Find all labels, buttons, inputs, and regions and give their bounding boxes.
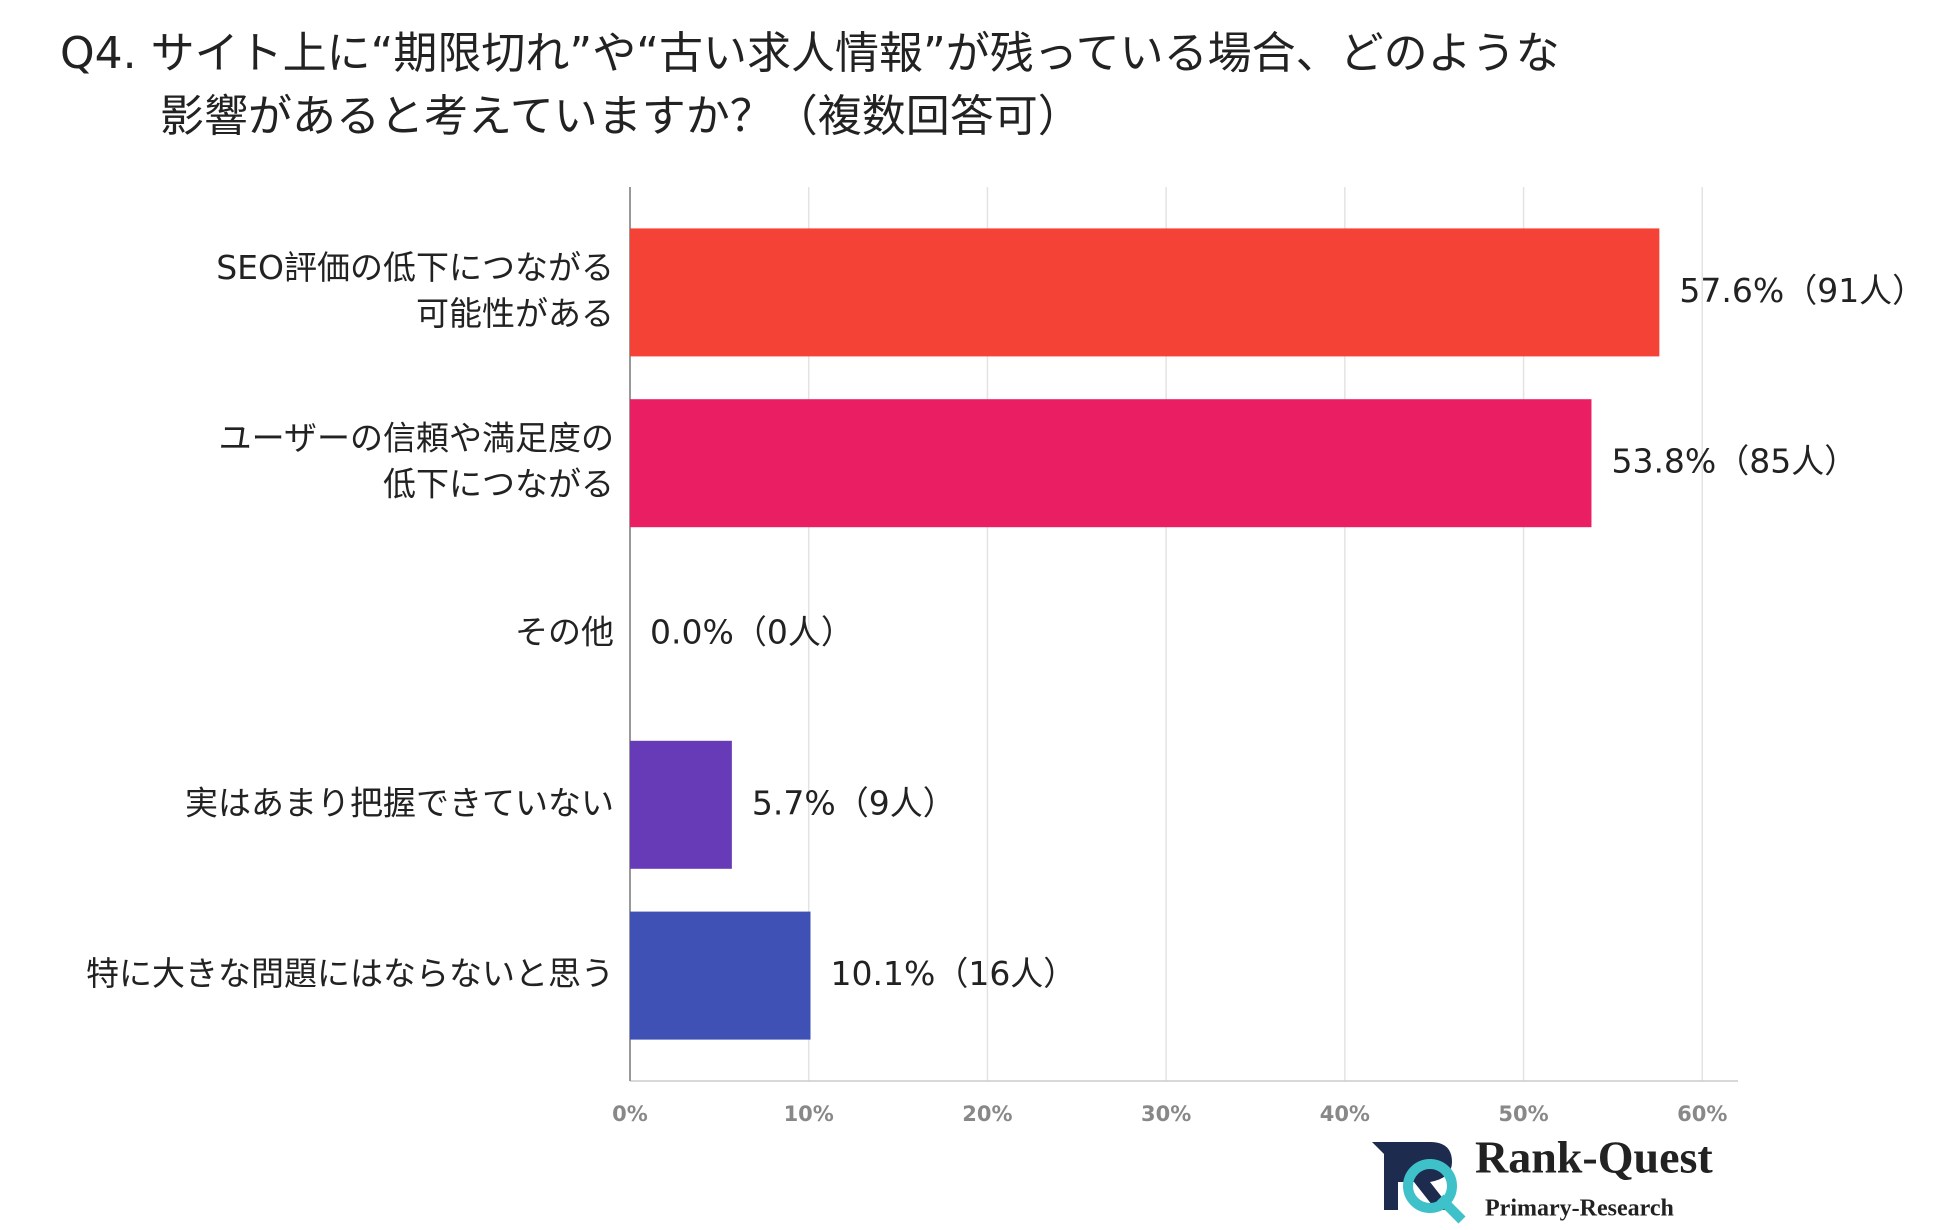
logo-tagline: Primary-Research bbox=[1485, 1196, 1674, 1222]
chart-title: 影響があると考えていますか？（複数回答可） bbox=[160, 91, 1082, 142]
bar bbox=[630, 740, 732, 869]
y-tick-label: 特に大きな問題にはならないと思う bbox=[86, 954, 614, 993]
x-tick-label: 10% bbox=[784, 1102, 834, 1126]
x-tick-label: 20% bbox=[962, 1102, 1012, 1126]
x-tick-label: 30% bbox=[1141, 1102, 1191, 1126]
x-tick-label: 50% bbox=[1498, 1102, 1548, 1126]
chart-title: Q4. サイト上に“期限切れ”や“古い求人情報”が残っている場合、どのような bbox=[60, 28, 1560, 79]
bar bbox=[630, 911, 811, 1040]
value-label: 53.8%（85人） bbox=[1611, 442, 1857, 481]
y-tick-label: 低下につながる bbox=[383, 465, 614, 504]
value-label: 57.6%（91人） bbox=[1679, 271, 1925, 310]
x-tick-label: 40% bbox=[1320, 1102, 1370, 1126]
value-label: 5.7%（9人） bbox=[752, 783, 956, 822]
x-tick-label: 60% bbox=[1677, 1102, 1727, 1126]
bar bbox=[630, 399, 1592, 528]
y-tick-label: その他 bbox=[515, 613, 614, 652]
value-label: 10.1%（16人） bbox=[830, 954, 1076, 993]
logo-name: Rank-Quest bbox=[1475, 1132, 1713, 1183]
logo-icon bbox=[1372, 1142, 1466, 1224]
y-tick-label: 実はあまり把握できていない bbox=[185, 783, 614, 822]
bar bbox=[630, 228, 1660, 357]
y-tick-label: SEO評価の低下につながる bbox=[216, 248, 614, 287]
y-tick-label: ユーザーの信頼や満足度の bbox=[219, 419, 614, 458]
x-tick-label: 0% bbox=[612, 1102, 648, 1126]
value-label: 0.0%（0人） bbox=[650, 613, 854, 652]
y-tick-label: 可能性がある bbox=[416, 294, 614, 333]
